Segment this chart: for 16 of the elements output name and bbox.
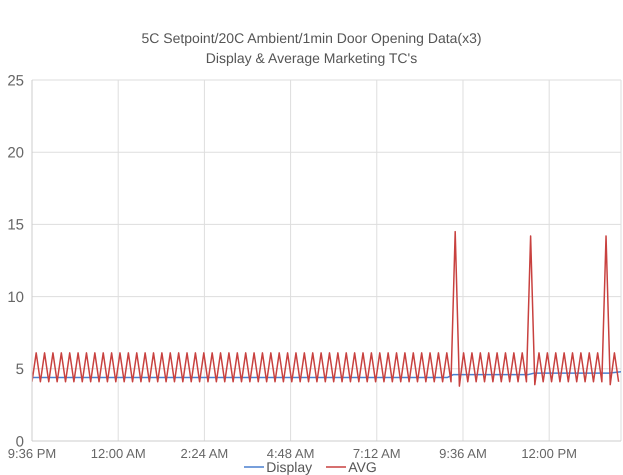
chart-subtitle: Display & Average Marketing TC's [204,49,418,68]
y-tick-label: 10 [7,288,24,306]
x-tick-label: 12:00 AM [90,446,146,462]
legend-label: Display [266,459,312,475]
chart-title: 5C Setpoint/20C Ambient/1min Door Opening Data(x3) [140,29,483,48]
y-tick-label: 25 [7,72,24,90]
legend-label: AVG [348,459,377,475]
x-tick-label: 9:36 AM [439,446,487,462]
y-tick-label: 15 [7,216,24,234]
y-tick-label: 5 [16,361,24,378]
line-series [32,230,620,387]
x-tick-label: 4:48 AM [266,446,314,462]
x-tick-label: 7:12 AM [352,446,401,462]
y-tick-label: 20 [7,144,24,162]
x-tick-label: 12:00 PM [521,446,577,462]
x-tick-label: 2:24 AM [180,446,228,462]
